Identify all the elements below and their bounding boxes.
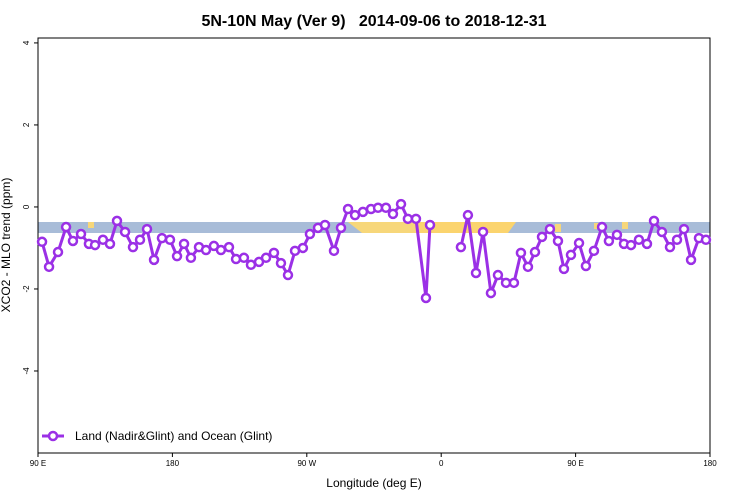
- data-point: [641, 238, 653, 250]
- land-patch: [622, 222, 628, 229]
- y-tick-label: 0: [22, 204, 31, 209]
- data-point: [200, 244, 212, 256]
- legend-marker: [47, 430, 59, 442]
- land-band: [420, 222, 516, 233]
- data-point: [148, 254, 160, 266]
- data-point: [230, 253, 242, 265]
- data-point: [455, 241, 467, 253]
- data-point: [89, 239, 101, 251]
- y-tick-label: -4: [22, 367, 31, 375]
- data-point: [558, 263, 570, 275]
- data-point: [36, 236, 48, 248]
- y-tick-label: 4: [22, 40, 31, 45]
- land-band: [348, 222, 420, 233]
- data-point: [52, 246, 64, 258]
- data-point: [700, 234, 712, 246]
- data-point: [588, 245, 600, 257]
- data-point: [664, 241, 676, 253]
- data-point: [565, 249, 577, 261]
- x-tick-label: 0: [439, 459, 444, 468]
- chart-title: 5N-10N May (Ver 9) 2014-09-06 to 2018-12…: [201, 13, 546, 30]
- data-point: [282, 269, 294, 281]
- data-point: [141, 223, 153, 235]
- data-point: [648, 215, 660, 227]
- data-point: [678, 223, 690, 235]
- data-point: [127, 241, 139, 253]
- data-point: [633, 234, 645, 246]
- data-point: [304, 228, 316, 240]
- y-tick-label: -2: [22, 285, 31, 293]
- data-point: [580, 260, 592, 272]
- data-point: [268, 247, 280, 259]
- data-point: [319, 219, 331, 231]
- data-point: [470, 267, 482, 279]
- x-tick-label: 180: [703, 459, 717, 468]
- data-point: [410, 213, 422, 225]
- data-point: [477, 226, 489, 238]
- data-point: [492, 269, 504, 281]
- data-point: [380, 202, 392, 214]
- data-point: [485, 287, 497, 299]
- data-point: [573, 237, 585, 249]
- plot-frame: [37, 37, 711, 454]
- data-point: [522, 261, 534, 273]
- land-ocean-strip: [38, 222, 710, 233]
- data-point: [357, 206, 369, 218]
- data-point: [185, 252, 197, 264]
- land-patch: [88, 222, 94, 228]
- data-point: [335, 222, 347, 234]
- data-point: [238, 252, 250, 264]
- data-point: [420, 292, 432, 304]
- data-point: [260, 252, 272, 264]
- data-point: [134, 234, 146, 246]
- legend-label: Land (Nadir&Glint) and Ocean (Glint): [75, 429, 272, 443]
- data-point: [104, 238, 116, 250]
- data-point: [245, 259, 257, 271]
- data-point: [596, 221, 608, 233]
- series-line: [40, 202, 707, 300]
- data-point: [67, 235, 79, 247]
- data-point: [552, 235, 564, 247]
- data-point: [625, 239, 637, 251]
- data-point: [60, 221, 72, 233]
- data-point: [387, 208, 399, 220]
- data-point: [297, 242, 309, 254]
- data-point: [171, 250, 183, 262]
- data-point: [536, 231, 548, 243]
- data-point: [395, 198, 407, 210]
- data-point: [275, 257, 287, 269]
- data-point: [515, 247, 527, 259]
- data-point: [462, 209, 474, 221]
- data-point: [164, 234, 176, 246]
- data-point: [611, 229, 623, 241]
- data-point: [223, 241, 235, 253]
- data-point: [119, 226, 131, 238]
- data-point: [671, 234, 683, 246]
- data-point: [111, 215, 123, 227]
- data-point: [156, 232, 168, 244]
- data-point: [43, 261, 55, 273]
- y-tick-label: 2: [22, 122, 31, 127]
- data-point: [685, 254, 697, 266]
- x-axis-label: Longitude (deg E): [326, 476, 421, 490]
- data-point: [424, 219, 436, 231]
- data-point: [544, 223, 556, 235]
- data-point: [178, 238, 190, 250]
- x-tick-label: 90 W: [297, 459, 316, 468]
- y-axis-label: XCO2 - MLO trend (ppm): [0, 178, 13, 313]
- data-point: [215, 244, 227, 256]
- data-point: [529, 246, 541, 258]
- x-tick-label: 90 E: [567, 459, 583, 468]
- data-point: [342, 203, 354, 215]
- x-tick-label: 180: [166, 459, 180, 468]
- data-point: [402, 213, 414, 225]
- data-point: [508, 277, 520, 289]
- data-point: [328, 245, 340, 257]
- x-tick-label: 90 E: [30, 459, 46, 468]
- data-point: [75, 228, 87, 240]
- land-patch: [555, 224, 561, 232]
- data-point: [603, 235, 615, 247]
- data-point: [656, 226, 668, 238]
